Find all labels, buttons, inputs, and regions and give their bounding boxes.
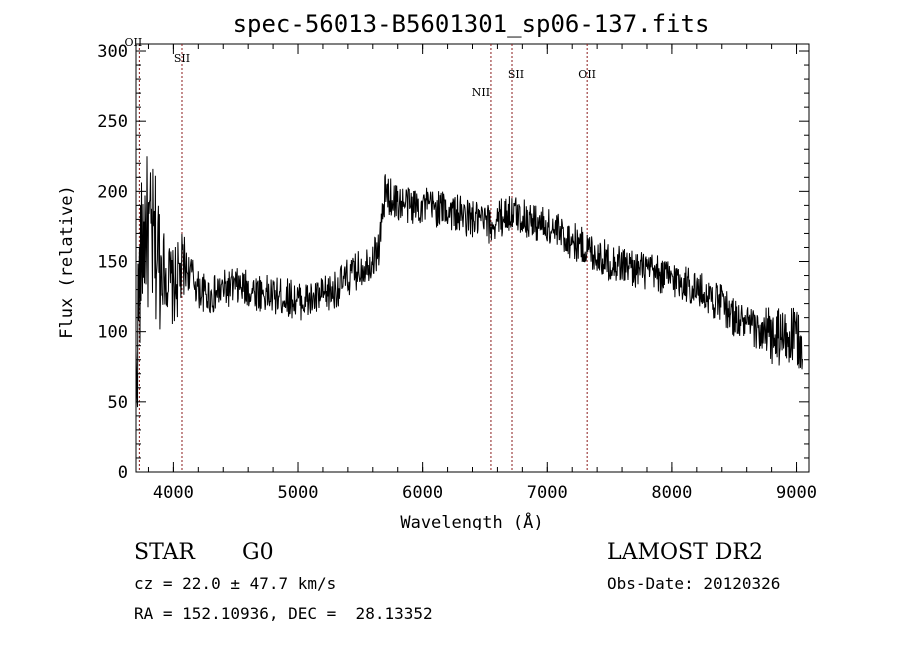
y-tick-label: 200 — [97, 182, 128, 202]
x-tick-label: 6000 — [402, 483, 443, 503]
spectral-line-label: SII — [174, 52, 190, 65]
x-tick-label: 8000 — [651, 483, 692, 503]
plot-frame — [135, 43, 810, 473]
x-axis: 4000 5000 6000 7000 8000 9000 — [147, 44, 817, 503]
spectral-line-label: OII — [125, 36, 143, 49]
y-axis-label: Flux (relative) — [57, 185, 77, 339]
coordinates-text: RA = 152.10936, DEC = 28.13352 — [134, 604, 433, 623]
y-tick-label: 100 — [97, 323, 128, 343]
spectral-line-label: NII — [472, 86, 490, 99]
plot-area: OII SII NII SII OII — [125, 36, 810, 473]
object-subclass: G0 — [242, 540, 274, 565]
object-class: STAR — [134, 540, 195, 565]
chart-title: spec-56013-B5601301_sp06-137.fits — [233, 10, 710, 38]
redshift-text: cz = 22.0 ± 47.7 km/s — [134, 574, 337, 593]
spectrum-line — [135, 156, 803, 408]
y-tick-label: 150 — [97, 253, 128, 273]
spectral-line-label: SII — [508, 68, 524, 81]
x-tick-label: 7000 — [527, 483, 568, 503]
x-tick-label: 4000 — [153, 483, 194, 503]
y-axis: 0 50 100 150 200 250 300 — [97, 42, 809, 483]
spectral-line-label: OII — [578, 68, 596, 81]
spectrum-chart: spec-56013-B5601301_sp06-137.fits OII SII… — [57, 10, 817, 530]
y-tick-label: 50 — [108, 393, 128, 413]
y-tick-label: 250 — [97, 112, 128, 132]
survey-name: LAMOST DR2 — [607, 540, 763, 565]
obs-date-text: Obs-Date: 20120326 — [607, 574, 781, 593]
y-tick-label: 0 — [118, 463, 128, 483]
x-tick-label: 9000 — [776, 483, 817, 503]
x-axis-label: Wavelength (Å) — [400, 511, 543, 530]
x-tick-label: 5000 — [278, 483, 319, 503]
y-tick-label: 300 — [97, 42, 128, 62]
